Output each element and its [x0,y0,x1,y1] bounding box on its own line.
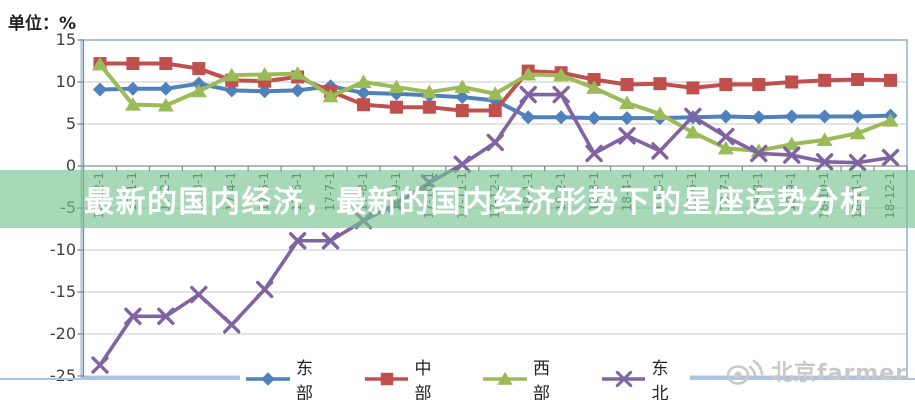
y-axis-label: 15 [55,30,76,49]
legend-diamond-marker [246,372,290,386]
legend-label: 中部 [414,359,432,400]
weibo-icon [726,359,764,385]
unit-label: 单位：% [8,14,77,34]
watermark: 北京farmer [723,354,907,388]
y-axis-label: -20 [49,324,76,343]
legend-square-marker [364,372,409,386]
legend-item-east: 东部 [246,354,329,400]
legend-item-central: 中部 [364,354,448,400]
legend-item-northeast: 东北 [601,354,685,400]
legend: 东部 中部 西部 东北 [240,352,690,400]
legend-triangle-marker [483,371,527,385]
y-axis-label: 5 [65,114,76,133]
legend-label: 西部 [532,359,550,400]
y-axis-label: -15 [49,282,76,301]
y-axis-label: 0 [65,156,76,175]
y-axis-label: -25 [49,366,76,385]
y-axis-label: -10 [49,240,76,259]
y-axis-label: 10 [55,72,76,91]
legend-x-marker [601,371,646,387]
series-northeast-line [98,92,891,367]
title-banner: 最新的国内经济，最新的国内经济形势下的星座运势分析 [0,170,915,228]
legend-item-west: 西部 [483,354,566,400]
banner-title: 最新的国内经济，最新的国内经济形势下的星座运势分析 [84,185,872,220]
legend-label: 东部 [295,359,313,400]
legend-label: 东北 [651,359,669,400]
watermark-text: 北京farmer [771,361,907,386]
